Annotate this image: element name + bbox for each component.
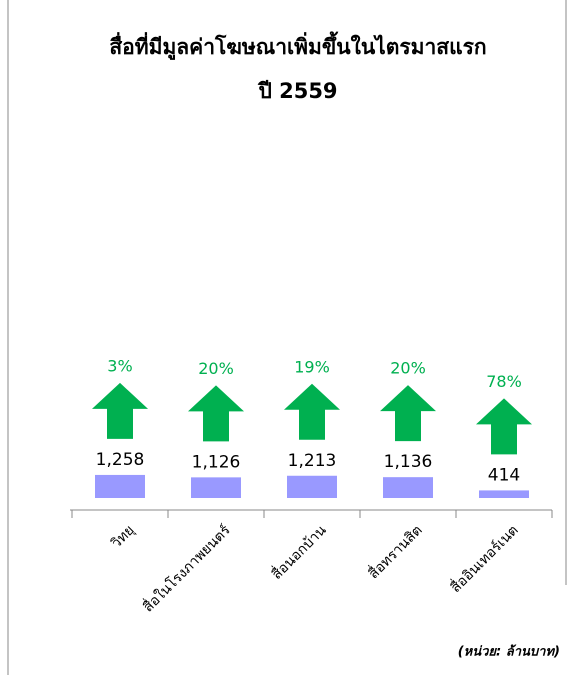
growth-arrow (284, 383, 340, 440)
unit-note: (หน่วย: ล้านบาท) (458, 644, 560, 660)
value-label: 1,136 (384, 452, 433, 472)
value-label: 1,126 (192, 452, 241, 472)
chart-title: สื่อที่มีมูลค่าโฆษณาเพิ่มขึ้นในไตรมาสแรก (109, 31, 486, 61)
growth-label: 20% (390, 359, 426, 378)
growth-arrow (188, 385, 244, 442)
bar (287, 475, 337, 498)
growth-arrow (380, 385, 436, 442)
value-label: 414 (488, 465, 520, 485)
growth-arrow (92, 382, 148, 439)
bar (383, 477, 433, 498)
growth-label: 3% (107, 356, 132, 375)
chart-title: ปี 2559 (257, 79, 338, 103)
growth-arrow (476, 398, 532, 455)
bar (479, 490, 529, 498)
value-label: 1,213 (288, 451, 337, 471)
value-label: 1,258 (96, 450, 145, 470)
growth-label: 78% (486, 372, 522, 391)
growth-label: 19% (294, 357, 330, 376)
bar (95, 474, 145, 498)
bar (191, 477, 241, 498)
growth-label: 20% (198, 359, 234, 378)
